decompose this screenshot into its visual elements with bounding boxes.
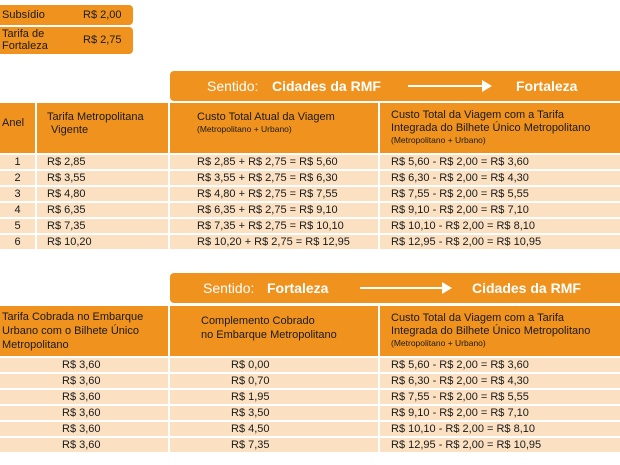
table-row: R$ 3,60 R$ 1,95 R$ 7,55 - R$ 2,00 = R$ 5,5… <box>0 390 620 404</box>
section2-banner-from: Fortaleza <box>267 280 329 296</box>
section2-banner-prefix: Sentido: <box>203 280 255 296</box>
cell-custo-atual: R$ 2,85 + R$ 2,75 = R$ 5,60 <box>170 155 378 169</box>
cell-custo-integrada: R$ 12,95 - R$ 2,00 = R$ 10,95 <box>380 235 620 249</box>
cell-custo-atual: R$ 4,80 + R$ 2,75 = R$ 7,55 <box>170 187 378 201</box>
cell-tarifa-cobrada: R$ 3,60 <box>0 438 168 452</box>
cell-complemento: R$ 0,70 <box>170 374 378 388</box>
section2-banner: Sentido: Fortaleza Cidades da RMF <box>170 273 620 303</box>
cell-custo-integrada: R$ 6,30 - R$ 2,00 = R$ 4,30 <box>380 374 620 388</box>
cell-custo-atual: R$ 10,20 + R$ 2,75 = R$ 12,95 <box>170 235 378 249</box>
cell-complemento: R$ 4,50 <box>170 422 378 436</box>
arrow-right-icon <box>408 80 492 92</box>
header-custo-integrada-2: Custo Total da Viagem com a Tarifa Integ… <box>380 306 620 356</box>
cell-anel: 2 <box>0 171 35 185</box>
cell-custo-integrada: R$ 5,60 - R$ 2,00 = R$ 3,60 <box>380 358 620 372</box>
cell-complemento: R$ 0,00 <box>170 358 378 372</box>
cell-tarifa-cobrada: R$ 3,60 <box>0 374 168 388</box>
cell-anel: 3 <box>0 187 35 201</box>
cell-tarifa: R$ 2,85 <box>37 155 168 169</box>
section1-banner-to: Fortaleza <box>516 78 578 94</box>
legend-subsidio-value: R$ 2,00 <box>83 9 122 21</box>
section1-banner-from: Cidades da RMF <box>272 78 381 94</box>
cell-custo-integrada: R$ 10,10 - R$ 2,00 = R$ 8,10 <box>380 219 620 233</box>
legend-tarifa-fortaleza: Tarifa de Fortaleza R$ 2,75 <box>0 27 133 54</box>
legend-tarifa-value: R$ 2,75 <box>83 34 122 46</box>
table-row: R$ 3,60 R$ 0,70 R$ 6,30 - R$ 2,00 = R$ 4,3… <box>0 374 620 388</box>
cell-anel: 6 <box>0 235 35 249</box>
cell-complemento: R$ 1,95 <box>170 390 378 404</box>
cell-tarifa-cobrada: R$ 3,60 <box>0 390 168 404</box>
cell-tarifa: R$ 4,80 <box>37 187 168 201</box>
legend-tarifa-label-line1: Tarifa de <box>2 28 45 40</box>
table-row: 1 R$ 2,85 R$ 2,85 + R$ 2,75 = R$ 5,60 R$ 5,… <box>0 155 620 169</box>
cell-custo-integrada: R$ 9,10 - R$ 2,00 = R$ 7,10 <box>380 406 620 420</box>
header-anel: Anel <box>0 103 35 153</box>
cell-custo-atual: R$ 7,35 + R$ 2,75 = R$ 10,10 <box>170 219 378 233</box>
cell-custo-atual: R$ 3,55 + R$ 2,75 = R$ 6,30 <box>170 171 378 185</box>
cell-tarifa: R$ 7,35 <box>37 219 168 233</box>
legend-subsidio: Subsídio R$ 2,00 <box>0 5 133 25</box>
cell-anel: 1 <box>0 155 35 169</box>
table-row: 2 R$ 3,55 R$ 3,55 + R$ 2,75 = R$ 6,30 R$ 6,… <box>0 171 620 185</box>
table-row: R$ 3,60 R$ 7,35 R$ 12,95 - R$ 2,00 = R$ 10… <box>0 438 620 452</box>
cell-anel: 4 <box>0 203 35 217</box>
header-tarifa-vigente: Tarifa Metropolitana Vigente <box>37 103 168 153</box>
header-custo-atual: Custo Total Atual da Viagem (Metropolita… <box>170 103 378 153</box>
header-complemento: Complemento Cobrado no Embarque Metropol… <box>170 306 378 356</box>
arrow-right-icon <box>360 282 452 294</box>
cell-tarifa: R$ 3,55 <box>37 171 168 185</box>
legend-tarifa-label-line2: Fortaleza <box>2 40 48 52</box>
table-row: 5 R$ 7,35 R$ 7,35 + R$ 2,75 = R$ 10,10 R$ 1… <box>0 219 620 233</box>
cell-tarifa-cobrada: R$ 3,60 <box>0 358 168 372</box>
header-custo-integrada: Custo Total da Viagem com a Tarifa Integ… <box>380 103 620 153</box>
cell-custo-integrada: R$ 10,10 - R$ 2,00 = R$ 8,10 <box>380 422 620 436</box>
cell-custo-integrada: R$ 12,95 - R$ 2,00 = R$ 10,95 <box>380 438 620 452</box>
cell-tarifa: R$ 6,35 <box>37 203 168 217</box>
table-row: 4 R$ 6,35 R$ 6,35 + R$ 2,75 = R$ 9,10 R$ 9,… <box>0 203 620 217</box>
cell-custo-integrada: R$ 6,30 - R$ 2,00 = R$ 4,30 <box>380 171 620 185</box>
table-row: R$ 3,60 R$ 4,50 R$ 10,10 - R$ 2,00 = R$ 8,… <box>0 422 620 436</box>
table-row: R$ 3,60 R$ 0,00 R$ 5,60 - R$ 2,00 = R$ 3,6… <box>0 358 620 372</box>
cell-custo-integrada: R$ 5,60 - R$ 2,00 = R$ 3,60 <box>380 155 620 169</box>
cell-custo-integrada: R$ 9,10 - R$ 2,00 = R$ 7,10 <box>380 203 620 217</box>
table-row: 3 R$ 4,80 R$ 4,80 + R$ 2,75 = R$ 7,55 R$ 7,… <box>0 187 620 201</box>
section1-banner-prefix: Sentido: <box>207 78 259 94</box>
table-row: 6 R$ 10,20 R$ 10,20 + R$ 2,75 = R$ 12,95 R$… <box>0 235 620 249</box>
table-row: R$ 3,60 R$ 3,50 R$ 9,10 - R$ 2,00 = R$ 7,1… <box>0 406 620 420</box>
cell-tarifa: R$ 10,20 <box>37 235 168 249</box>
cell-complemento: R$ 7,35 <box>170 438 378 452</box>
cell-tarifa-cobrada: R$ 3,60 <box>0 406 168 420</box>
section1-banner: Sentido: Cidades da RMF Fortaleza <box>170 71 620 101</box>
cell-anel: 5 <box>0 219 35 233</box>
section2-banner-to: Cidades da RMF <box>472 280 581 296</box>
cell-custo-integrada: R$ 7,55 - R$ 2,00 = R$ 5,55 <box>380 390 620 404</box>
section2-header-row: Tarifa Cobrada no Embarque Urbano com o … <box>0 306 620 356</box>
section1-header-row: Anel Tarifa Metropolitana Vigente Custo … <box>0 103 620 153</box>
cell-custo-integrada: R$ 7,55 - R$ 2,00 = R$ 5,55 <box>380 187 620 201</box>
legend-subsidio-label: Subsídio <box>2 9 45 21</box>
cell-tarifa-cobrada: R$ 3,60 <box>0 422 168 436</box>
header-tarifa-cobrada: Tarifa Cobrada no Embarque Urbano com o … <box>0 306 168 356</box>
cell-custo-atual: R$ 6,35 + R$ 2,75 = R$ 9,10 <box>170 203 378 217</box>
cell-complemento: R$ 3,50 <box>170 406 378 420</box>
